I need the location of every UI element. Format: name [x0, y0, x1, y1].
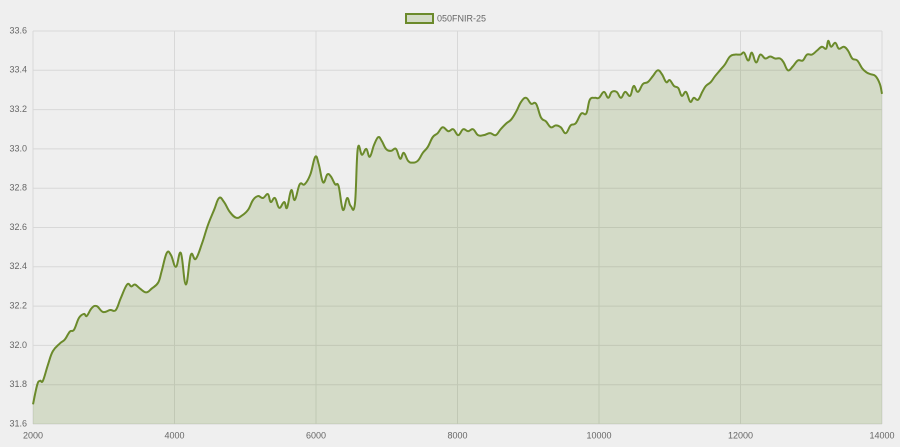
y-tick-label: 33.6 [9, 25, 27, 35]
legend-label: 050FNIR-25 [437, 13, 486, 23]
legend-swatch [405, 13, 434, 24]
y-tick-label: 33.2 [9, 104, 27, 114]
y-tick-label: 31.6 [9, 418, 27, 428]
y-tick-label: 32.0 [9, 340, 27, 350]
y-tick-label: 32.4 [9, 261, 27, 271]
y-tick-label: 33.4 [9, 65, 27, 75]
area-fill [33, 40, 882, 424]
x-tick-label: 10000 [586, 430, 611, 440]
y-tick-label: 32.6 [9, 222, 27, 232]
x-tick-label: 8000 [447, 430, 467, 440]
y-tick-label: 32.2 [9, 300, 27, 310]
x-tick-label: 2000 [23, 430, 43, 440]
x-tick-label: 12000 [728, 430, 753, 440]
x-tick-label: 14000 [869, 430, 894, 440]
y-tick-label: 33.0 [9, 143, 27, 153]
x-tick-label: 4000 [164, 430, 184, 440]
x-tick-label: 6000 [306, 430, 326, 440]
y-tick-label: 31.8 [9, 379, 27, 389]
line [32, 39, 883, 405]
y-tick-label: 32.8 [9, 183, 27, 193]
